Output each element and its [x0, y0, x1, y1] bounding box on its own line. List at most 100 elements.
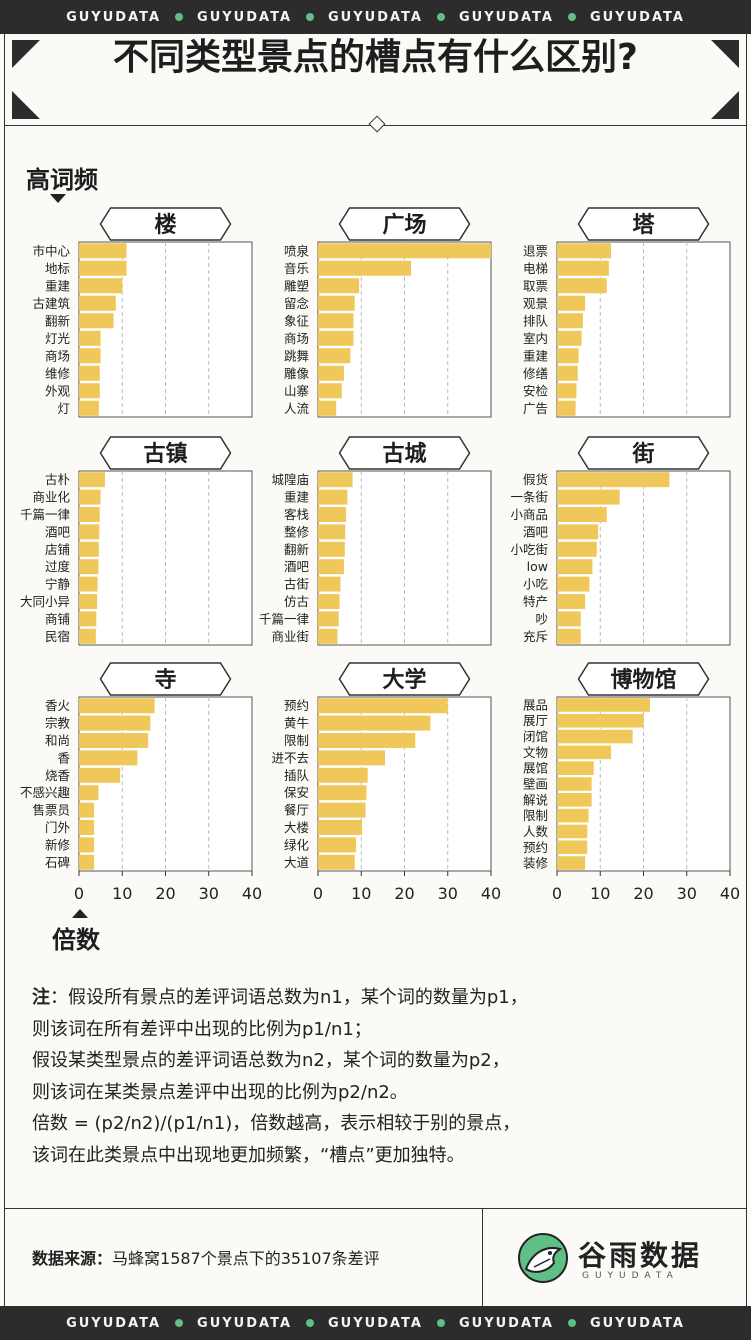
bar	[318, 313, 354, 329]
bar	[557, 576, 590, 592]
bar	[557, 365, 578, 381]
bar	[557, 489, 620, 505]
bottom-brand-band: GUYUDATA GUYUDATA GUYUDATA GUYUDATA GUYUDATA	[0, 1306, 751, 1340]
bar	[318, 628, 338, 644]
bar	[318, 698, 448, 714]
category-label: 小吃街	[510, 542, 548, 557]
category-label: 整修	[284, 524, 310, 539]
category-label: 文物	[523, 745, 548, 760]
bar	[318, 365, 344, 381]
data-source: 数据来源：马蜂窝1587个景点下的35107条差评	[32, 1245, 380, 1269]
category-label: 黄牛	[284, 716, 309, 731]
bar	[318, 611, 339, 627]
logo-subtitle: GUYUDATA	[582, 1271, 679, 1281]
tick-label: 40	[481, 884, 501, 903]
note-line-6: 该词在此类景点中出现地更加频繁，“槽点”更加独特。	[32, 1144, 465, 1166]
bar	[557, 713, 644, 728]
bar	[318, 785, 367, 801]
category-label: 观景	[523, 296, 548, 311]
band-brand-text: GUYUDATA	[589, 9, 685, 25]
bar	[318, 733, 416, 748]
band-dot-icon	[306, 1319, 315, 1327]
category-label: 售票员	[32, 803, 70, 818]
category-label: 古街	[284, 577, 309, 592]
panel-title: 街	[631, 441, 654, 467]
bar	[557, 507, 607, 522]
bar	[318, 260, 411, 276]
panel-title: 古镇	[143, 441, 187, 467]
category-label: 商业街	[271, 629, 309, 644]
bar	[557, 243, 612, 259]
category-label: 商铺	[45, 611, 70, 626]
bar	[79, 295, 116, 311]
bar	[557, 729, 633, 744]
bar	[79, 313, 114, 329]
tick-label: 30	[199, 884, 219, 903]
category-label: 宗教	[45, 716, 71, 731]
category-label: 维修	[45, 366, 71, 381]
panel-title: 广场	[382, 212, 426, 238]
category-label: 灯	[57, 401, 70, 416]
category-label: 城隍庙	[271, 472, 309, 487]
category-label: 留念	[284, 296, 310, 311]
bar	[557, 313, 583, 329]
category-label: 餐厅	[284, 803, 309, 818]
category-label: 展厅	[523, 713, 548, 728]
panel-title: 寺	[154, 668, 176, 693]
category-label: 雕像	[284, 366, 310, 381]
category-label: 跳舞	[284, 348, 309, 363]
panel-title-tag	[577, 662, 710, 696]
category-label: 雕塑	[284, 278, 309, 293]
category-label: 取票	[523, 278, 548, 293]
bar	[318, 802, 366, 818]
tick-label: 0	[74, 884, 84, 903]
note-line-2: 则该词在所有差评中出现的比例为p1/n1；	[32, 1018, 372, 1040]
bar	[79, 750, 138, 766]
category-label: 客栈	[284, 507, 309, 522]
bar	[318, 348, 351, 364]
band-brand-text: GUYUDATA	[197, 9, 293, 25]
category-label: 特产	[523, 594, 548, 609]
bar	[79, 611, 97, 627]
tick-label: 10	[351, 884, 371, 903]
category-label: 民宿	[45, 629, 70, 644]
page-frame	[4, 34, 747, 1306]
bar	[557, 761, 594, 775]
bar	[557, 260, 609, 276]
band-brand-text: GUYUDATA	[458, 9, 554, 25]
category-label: 解说	[523, 792, 548, 807]
category-label: 商场	[45, 348, 70, 363]
category-label: 退票	[523, 243, 548, 258]
category-label: 喷泉	[284, 243, 310, 258]
note-line-text: ：假设所有景点的差评词语总数为n1，某个词的数量为p1，	[50, 987, 528, 1008]
bar	[557, 594, 586, 609]
category-label: 小吃	[523, 577, 549, 592]
bar	[557, 698, 650, 712]
category-label: 限制	[284, 733, 309, 748]
bar	[79, 733, 149, 748]
panel-title-tag	[338, 207, 471, 241]
bar	[318, 524, 346, 540]
panel-title-tag	[99, 436, 232, 470]
bar	[557, 856, 586, 870]
bar	[79, 698, 155, 714]
bar	[318, 330, 354, 346]
category-label: 千篇一律	[20, 507, 70, 522]
bar	[318, 715, 431, 731]
category-label: 安检	[523, 383, 549, 398]
category-label: 一条街	[510, 490, 548, 505]
footer-divider	[482, 1209, 483, 1307]
bar	[318, 767, 368, 783]
category-label: 电梯	[523, 261, 548, 276]
note-line-4: 则该词在某类景点差评中出现的比例为p2/n2。	[32, 1081, 408, 1103]
bar	[79, 594, 98, 609]
band-brand-text: GUYUDATA	[328, 1315, 423, 1331]
bar	[318, 750, 386, 766]
category-label: 保安	[284, 785, 309, 800]
bar	[318, 594, 340, 609]
bar	[318, 820, 363, 835]
bar	[79, 628, 96, 644]
band-brand-text: GUYUDATA	[458, 1315, 554, 1331]
band-dot-icon	[436, 1319, 445, 1327]
panel-title-tag	[338, 662, 471, 696]
